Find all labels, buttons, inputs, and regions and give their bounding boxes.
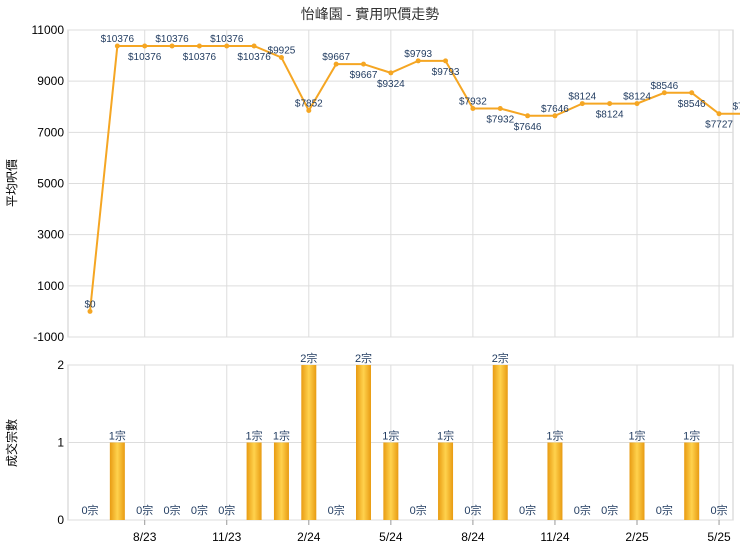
price-point-label: $10376 [128,52,162,63]
price-point-label: $9667 [322,52,350,63]
volume-bar-label: 0宗 [710,503,727,517]
volume-bar-label: 0宗 [464,503,481,517]
volume-bar [301,365,316,520]
price-point [197,43,202,48]
price-point-label: $7646 [541,104,569,115]
price-y-tick-label: 5000 [37,177,64,191]
price-y-tick-label: 1000 [37,279,64,293]
volume-bar-label: 0宗 [163,503,180,517]
chart-title: 怡峰園 - 實用呎價走勢 [301,6,439,22]
price-point-label: $9793 [404,49,432,60]
price-point-label: $8124 [568,92,596,103]
volume-y-tick-label: 1 [57,436,64,450]
x-tick-label: 2/24 [297,530,321,544]
volume-bar [438,443,453,521]
price-point [689,90,694,95]
price-y-tick-label: 7000 [37,125,64,139]
volume-y-tick-label: 2 [57,358,64,372]
price-point-label: $7932 [459,96,487,107]
volume-bar-label: 0宗 [191,503,208,517]
price-point-label: $10376 [101,34,135,45]
volume-bar-label: 2宗 [492,351,509,365]
volume-bar [630,443,645,521]
price-point-label: $8124 [596,110,624,121]
price-y-tick-label: 11000 [32,23,65,37]
price-point [142,43,147,48]
price-point [607,101,612,106]
volume-bar-label: 0宗 [519,503,536,517]
price-y-tick-label: 3000 [37,228,64,242]
volume-bar-label: 0宗 [218,503,235,517]
x-tick-label: 2/25 [625,530,649,544]
x-tick-label: 8/24 [461,530,485,544]
price-point-label: $0 [84,299,96,310]
price-point [525,113,530,118]
volume-bar-label: 0宗 [328,503,345,517]
volume-y-axis-label: 成交宗數 [4,419,19,467]
price-point-label: $10376 [183,52,217,63]
volume-bar-label: 1宗 [109,429,126,443]
price-point [361,62,366,67]
volume-bar-label: 1宗 [546,429,563,443]
volume-bar [247,443,262,521]
price-point-label: $10376 [210,34,244,45]
price-point-label: $7727 [732,102,740,113]
volume-bar [684,443,699,521]
volume-bar [547,443,562,521]
volume-bar-label: 1宗 [273,429,290,443]
price-point-label: $9667 [350,70,378,81]
price-point-label: $9324 [377,79,405,90]
volume-bar [356,365,371,520]
volume-bar-label: 0宗 [656,503,673,517]
volume-bar-label: 1宗 [437,429,454,443]
volume-bar-label: 0宗 [601,503,618,517]
volume-bar-label: 1宗 [246,429,263,443]
volume-bar-label: 0宗 [81,503,98,517]
volume-bar-label: 0宗 [410,503,427,517]
price-y-tick-label: 9000 [37,74,64,88]
price-point-label: $9793 [432,67,460,78]
x-tick-label: 11/23 [212,530,241,544]
x-tick-label: 5/24 [379,530,403,544]
price-point-label: $7727 [705,120,733,131]
price-point-label: $7852 [295,99,323,110]
price-y-tick-label: -1000 [33,330,64,344]
volume-bar-label: 1宗 [683,429,700,443]
price-point-label: $7646 [514,122,542,133]
price-point-label: $8124 [623,92,651,103]
volume-bar-label: 1宗 [628,429,645,443]
price-point [717,111,722,116]
price-point-label: $7932 [486,114,514,125]
price-point [388,70,393,75]
volume-bar-label: 2宗 [355,351,372,365]
volume-bar-label: 0宗 [136,503,153,517]
x-tick-label: 8/23 [133,530,157,544]
price-y-axis-label: 平均呎價 [5,159,19,207]
volume-bar-label: 2宗 [300,351,317,365]
volume-bar [383,443,398,521]
price-point-label: $10376 [155,34,189,45]
volume-bar-label: 1宗 [382,429,399,443]
price-point-label: $9925 [268,46,296,57]
volume-bar [110,443,125,521]
price-point [498,106,503,111]
volume-bar [493,365,508,520]
x-tick-label: 5/25 [707,530,731,544]
volume-bar [274,443,289,521]
price-point-label: $8546 [650,81,678,92]
price-point [443,58,448,63]
price-point [252,43,257,48]
price-point-label: $10376 [237,52,271,63]
x-tick-label: 11/24 [540,530,569,544]
volume-bar-label: 0宗 [574,503,591,517]
price-point-label: $8546 [678,99,706,110]
volume-y-tick-label: 0 [57,513,64,527]
